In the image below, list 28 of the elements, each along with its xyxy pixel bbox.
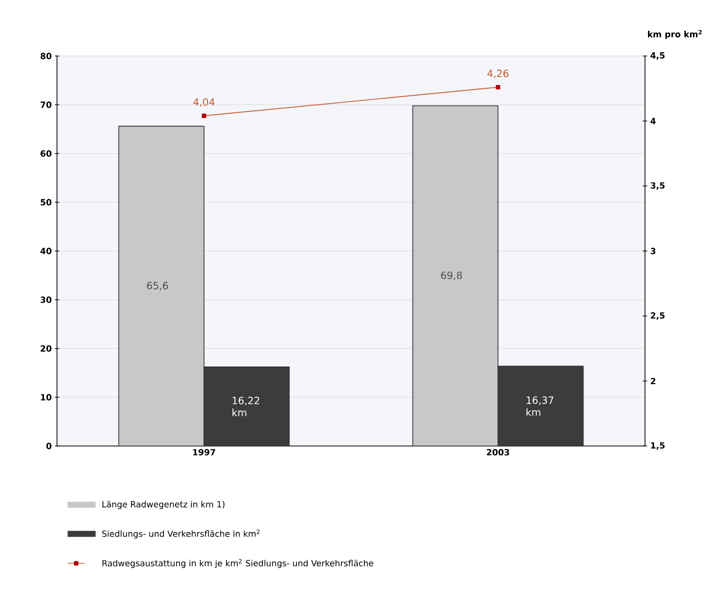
legend-label: Radwegsaustattung in km je km$^{2}$ Siedlungs- und Verkehrsfläche — [102, 559, 374, 568]
legend-label: Länge Radwegenetz in km 1) — [102, 500, 224, 510]
legend-label: Siedlungs- und Verkehrsfläche in km$^{2}$ — [102, 530, 260, 539]
y2-tick-label: 1,5 — [651, 442, 665, 450]
y-tick-label: 0 — [46, 442, 52, 450]
y2-tick-label: 2 — [650, 378, 656, 384]
y-tick-label: 80 — [40, 52, 52, 60]
y-tick-label: 50 — [40, 199, 52, 206]
data-label: 4,26 — [487, 70, 508, 78]
y2-tick-label: 4,5 — [650, 52, 665, 60]
y-tick-label: 30 — [40, 296, 52, 303]
y-tick-label: 60 — [40, 150, 52, 157]
y-tick-label: 20 — [40, 345, 52, 352]
y2-tick-label: 3,5 — [650, 182, 665, 190]
data-label: 69,8 — [441, 272, 462, 280]
data-label: 16,22 km — [232, 396, 260, 416]
y-tick-label: 10 — [41, 394, 52, 400]
y2-tick-label: 3 — [650, 248, 656, 254]
y-tick-label: 70 — [40, 102, 52, 108]
y2-tick-label: 2,5 — [650, 312, 665, 320]
y2-tick-label: 4 — [650, 118, 656, 124]
data-label: 65,6 — [147, 282, 168, 290]
y2-axis-title: km pro km$^{2}$ — [648, 30, 702, 39]
data-label: 16,37 km — [526, 396, 554, 416]
x-tick-label: 1997 — [193, 449, 216, 456]
y-tick-label: 40 — [40, 248, 52, 254]
data-label: 4,04 — [193, 98, 215, 107]
x-tick-label: 2003 — [486, 449, 510, 456]
